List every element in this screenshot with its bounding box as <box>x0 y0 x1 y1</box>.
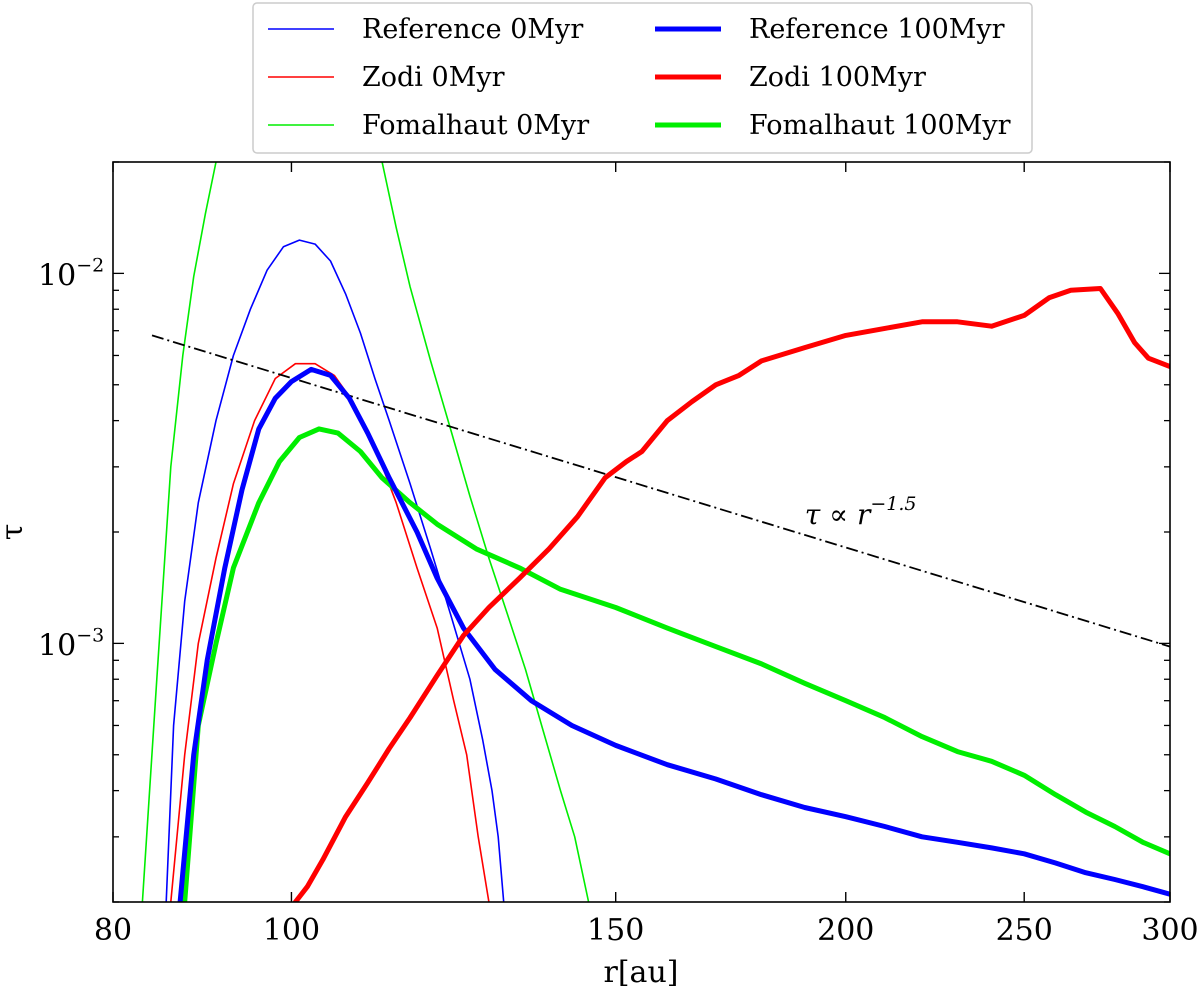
series-zodi-0myr-line <box>170 362 490 902</box>
x-tick-label-200: 200 <box>817 913 874 948</box>
series-fomalhaut-0myr-line <box>141 162 217 902</box>
legend-label-zodi-100myr: Zodi 100Myr <box>749 62 926 93</box>
series-reference-0myr-line <box>165 239 505 902</box>
legend-label-reference-0myr: Reference 0Myr <box>362 14 583 45</box>
series-layer <box>141 162 1170 902</box>
series-fomalhaut-0myr-right-line <box>381 162 590 902</box>
x-tick-label-80: 80 <box>94 913 132 948</box>
y-tick-label-−3: 10−3 <box>38 624 104 663</box>
legend-label-fomalhaut-100myr: Fomalhaut 100Myr <box>749 110 1011 141</box>
x-tick-label-150: 150 <box>587 913 644 948</box>
y-axis-label: τ <box>0 524 30 541</box>
series-fomalhaut-100myr-line <box>182 426 1170 902</box>
series-reference-100myr-line <box>177 366 1170 902</box>
x-tick-label-250: 250 <box>996 913 1053 948</box>
legend-label-fomalhaut-0myr: Fomalhaut 0Myr <box>362 110 589 141</box>
legend-label-reference-100myr: Reference 100Myr <box>749 14 1005 45</box>
y-tick-label-−2: 10−2 <box>38 254 104 293</box>
series-r-1-5-line <box>151 334 1170 648</box>
series-zodi-100myr-line <box>292 286 1170 902</box>
annotation: τ ∝ r−1.5 <box>805 493 917 531</box>
x-tick-label-300: 300 <box>1141 913 1198 948</box>
legend-label-zodi-0myr: Zodi 0Myr <box>362 62 505 93</box>
x-axis-label: r[au] <box>604 955 679 990</box>
x-tick-label-100: 100 <box>263 913 320 948</box>
plot-area <box>113 162 1170 902</box>
annotation-base: τ ∝ r <box>805 498 872 531</box>
ticks-layer <box>112 161 1171 903</box>
svg-text:τ ∝ r−1.5: τ ∝ r−1.5 <box>805 493 917 531</box>
annotation-exp: −1.5 <box>870 493 916 515</box>
labels-layer: 80 100 150 200 250 300 10−2 10−3 <box>38 254 1199 948</box>
legend: Reference 0Myr Zodi 0Myr Fomalhaut 0Myr Ref… <box>252 2 1033 154</box>
legend-box <box>252 2 1033 154</box>
